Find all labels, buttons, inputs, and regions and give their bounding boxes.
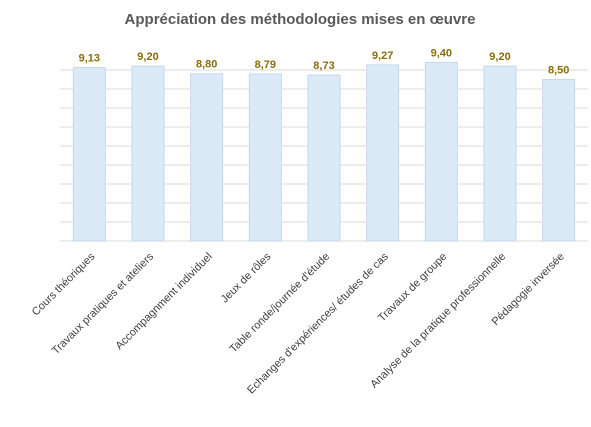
bar [366, 64, 400, 242]
bar [424, 61, 458, 242]
value-label: 8,50 [548, 64, 569, 76]
bar [131, 65, 165, 242]
value-label: 9,40 [431, 47, 452, 59]
value-label: 8,73 [313, 60, 334, 72]
bar [190, 73, 224, 242]
x-tick-label: Jeux de rôles [219, 250, 274, 305]
bar [542, 79, 576, 242]
value-label: 9,13 [79, 52, 100, 64]
x-tick-label: Cours théoriques [30, 250, 98, 318]
value-label: 8,79 [255, 59, 276, 71]
x-tick-label: Analyse de la pratique professionnelle [368, 251, 508, 391]
bar [307, 74, 341, 242]
x-tick-label: Travaux pratiques et ateliers [50, 250, 157, 357]
value-label: 9,20 [137, 51, 158, 63]
bar [248, 73, 282, 242]
bar [483, 65, 517, 242]
value-label: 8,80 [196, 59, 217, 71]
x-tick-label: Table ronde/journée d'étude [227, 251, 332, 356]
value-label: 9,27 [372, 50, 393, 62]
x-tick-label: Accompagnment individuel [113, 251, 214, 352]
chart-title: Appréciation des méthodologies mises en … [125, 11, 476, 28]
bar [72, 67, 106, 242]
value-label: 9,20 [489, 51, 510, 63]
